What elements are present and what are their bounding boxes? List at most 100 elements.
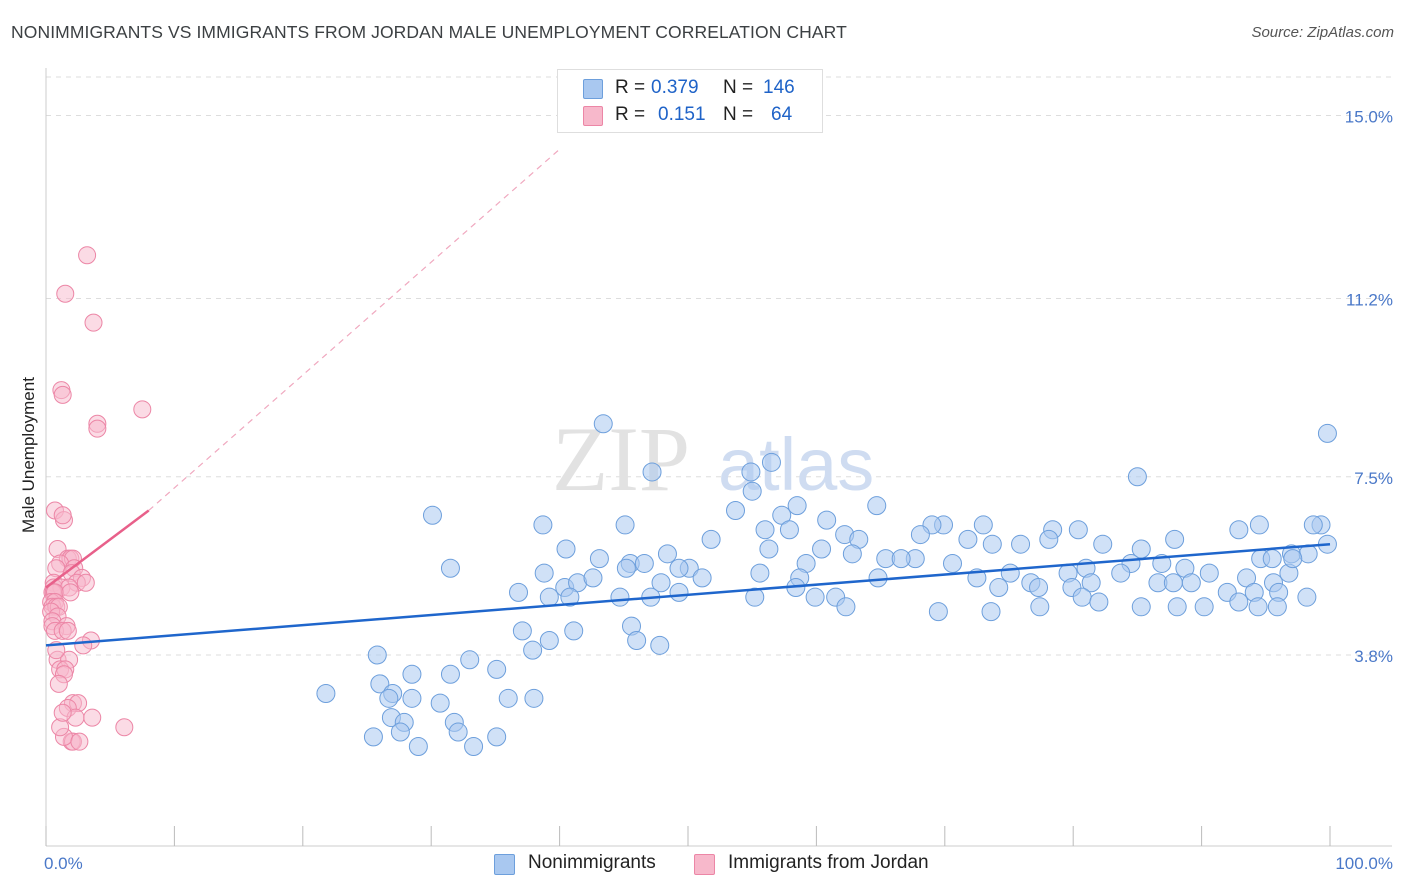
legend-r-label: R =: [615, 77, 646, 98]
nonimmigrant-point: [539, 631, 559, 651]
nonimmigrant-point: [726, 500, 746, 520]
nonimmigrant-point: [1303, 515, 1323, 535]
nonimmigrant-point: [989, 578, 1009, 598]
nonimmigrant-point: [512, 621, 532, 641]
nonimmigrant-point: [761, 452, 781, 472]
nonimmigrant-point: [750, 563, 770, 583]
nonimmigrant-point: [745, 587, 765, 607]
nonimmigrant-point: [523, 640, 543, 660]
nonimmigrant-point: [402, 688, 422, 708]
nonimmigrant-point: [842, 544, 862, 564]
axes: [45, 68, 1392, 847]
nonimmigrant-point: [1093, 534, 1113, 554]
jordan-point: [70, 732, 89, 751]
nonimmigrant-point: [367, 645, 387, 665]
nonimmigrant-point: [1199, 563, 1219, 583]
nonimmigrant-point: [836, 597, 856, 617]
nonimmigrant-point: [650, 635, 670, 655]
nonimmigrant-point: [1297, 587, 1317, 607]
nonimmigrant-point: [1229, 592, 1249, 612]
nonimmigrant-point: [422, 505, 442, 525]
jordan-trend-extension: [148, 148, 560, 511]
legend-swatch-blue: [583, 79, 603, 99]
nonimmigrant-point: [958, 529, 978, 549]
nonimmigrant-point: [1181, 573, 1201, 593]
nonimmigrant-point: [1030, 597, 1050, 617]
nonimmigrant-point: [1111, 563, 1131, 583]
nonimmigrant-point: [615, 515, 635, 535]
y-tick-label: 7.5%: [1354, 469, 1393, 488]
nonimmigrant-point: [910, 525, 930, 545]
legend-r-value: 0.151: [658, 104, 706, 125]
stats-legend: R = 0.379 N = 146 R = 0.151 N = 64: [557, 69, 823, 133]
nonimmigrant-point: [524, 688, 544, 708]
nonimmigrant-point: [779, 520, 799, 540]
legend-n-value: 146: [763, 77, 795, 98]
nonimmigrant-point: [805, 587, 825, 607]
y-tick-label: 15.0%: [1345, 108, 1393, 127]
nonimmigrant-point: [610, 587, 630, 607]
nonimmigrant-point: [973, 515, 993, 535]
jordan-point: [53, 385, 72, 404]
nonimmigrant-point: [593, 414, 613, 434]
nonimmigrant-point: [448, 722, 468, 742]
nonimmigrant-point: [669, 558, 689, 578]
nonimmigrant-point: [464, 736, 484, 756]
nonimmigrant-point: [627, 631, 647, 651]
nonimmigrant-point: [982, 534, 1002, 554]
jordan-point: [49, 674, 68, 693]
nonimmigrant-point: [402, 664, 422, 684]
nonimmigrant-point: [755, 520, 775, 540]
nonimmigrant-point: [1029, 578, 1049, 598]
legend-n-label: N =: [723, 104, 754, 125]
watermark: ZIP atlas: [552, 408, 874, 510]
nonimmigrant-point: [1165, 529, 1185, 549]
jordan-point: [74, 636, 93, 655]
nonimmigrant-point: [1089, 592, 1109, 612]
nonimmigrant-point: [539, 587, 559, 607]
nonimmigrant-point: [701, 529, 721, 549]
nonimmigrant-point: [1131, 597, 1151, 617]
jordan-trend-line: [45, 509, 150, 589]
legend-swatch-pink: [583, 106, 603, 126]
nonimmigrants-points: [316, 414, 1337, 756]
nonimmigrant-point: [1081, 573, 1101, 593]
nonimmigrant-point: [642, 462, 662, 482]
nonimmigrant-point: [583, 568, 603, 588]
jordan-point: [53, 506, 72, 525]
nonimmigrant-point: [1248, 597, 1268, 617]
jordan-point: [83, 708, 102, 727]
nonimmigrant-point: [370, 674, 390, 694]
nonimmigrant-point: [560, 587, 580, 607]
swatch-immigrants-jordan: [694, 854, 715, 875]
nonimmigrant-point: [1267, 597, 1287, 617]
nonimmigrant-point: [1127, 467, 1147, 487]
watermark-atlas: atlas: [718, 423, 874, 506]
nonimmigrant-point: [759, 539, 779, 559]
jordan-point: [84, 313, 103, 332]
x-tick-label: 100.0%: [1335, 854, 1393, 873]
nonimmigrant-point: [651, 573, 671, 593]
x-tick-label: 0.0%: [44, 854, 83, 873]
nonimmigrant-point: [509, 582, 529, 602]
nonimmigrant-point: [390, 722, 410, 742]
nonimmigrant-point: [1011, 534, 1031, 554]
watermark-zip: ZIP: [552, 408, 690, 510]
nonimmigrant-point: [440, 664, 460, 684]
nonimmigrant-point: [533, 515, 553, 535]
nonimmigrant-point: [363, 727, 383, 747]
nonimmigrant-point: [556, 539, 576, 559]
nonimmigrant-point: [817, 510, 837, 530]
label-immigrants-jordan: Immigrants from Jordan: [728, 852, 929, 873]
nonimmigrant-point: [692, 568, 712, 588]
nonimmigrant-point: [1068, 520, 1088, 540]
nonimmigrant-point: [634, 553, 654, 573]
nonimmigrant-point: [868, 568, 888, 588]
nonimmigrant-point: [741, 462, 761, 482]
nonimmigrant-point: [440, 558, 460, 578]
jordan-point: [76, 573, 95, 592]
y-tick-label: 11.2%: [1346, 291, 1393, 310]
nonimmigrant-point: [657, 544, 677, 564]
nonimmigrant-point: [487, 659, 507, 679]
nonimmigrant-point: [1229, 520, 1249, 540]
